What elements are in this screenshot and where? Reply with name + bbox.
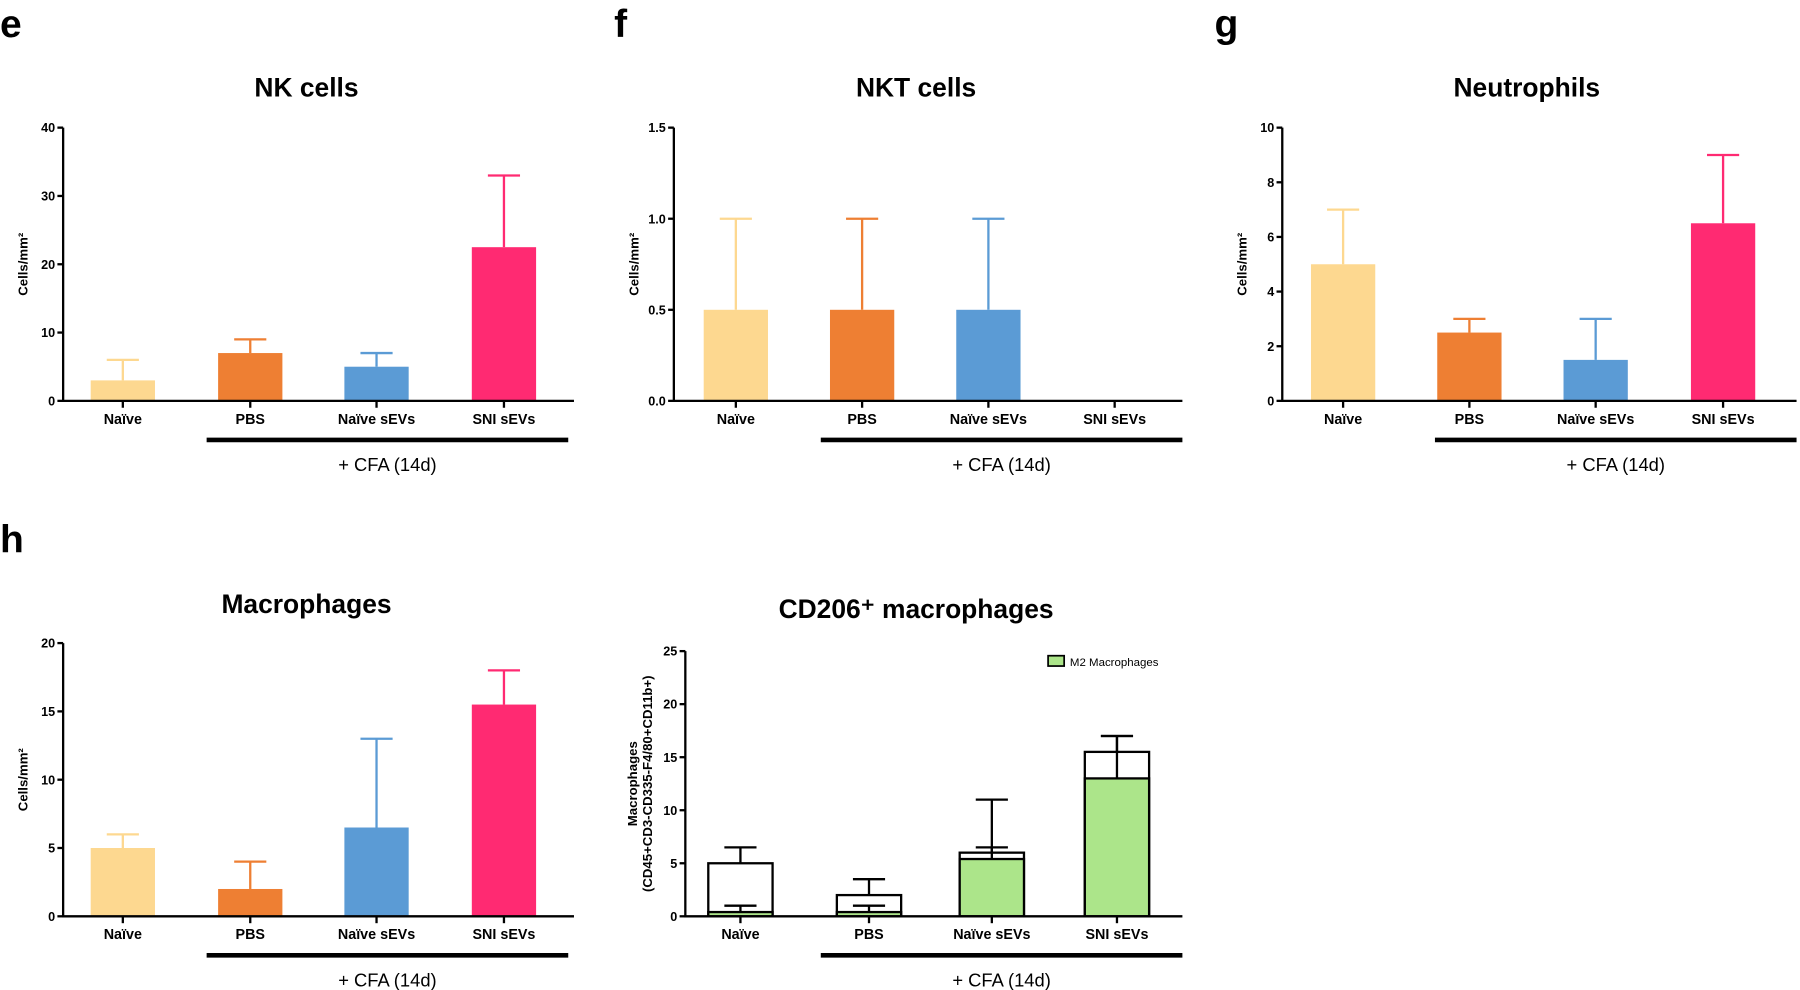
y-tick-label: 1.5 bbox=[648, 121, 666, 135]
y-tick-label: 25 bbox=[663, 645, 677, 659]
bar-na-ve-sevs bbox=[344, 366, 409, 401]
chart-title: NK cells bbox=[254, 73, 358, 103]
x-tick-label: SNI sEVs bbox=[1083, 412, 1146, 428]
y-tick-label: 2 bbox=[1267, 340, 1274, 354]
x-tick-label: PBS bbox=[847, 412, 876, 428]
panel-letter: f bbox=[614, 3, 628, 46]
cfa-label: + CFA (14d) bbox=[952, 969, 1050, 990]
x-tick-label: SNI sEVs bbox=[472, 927, 535, 943]
x-tick-label: Naïve bbox=[104, 927, 142, 943]
y-axis-label: Cells/mm² bbox=[1235, 232, 1250, 296]
y-tick-label: 0 bbox=[1267, 394, 1274, 408]
y-axis-label: Macrophages bbox=[625, 741, 640, 826]
chart-title: Macrophages bbox=[221, 589, 391, 619]
y-tick-label: 10 bbox=[41, 773, 55, 787]
y-tick-label: 0 bbox=[48, 394, 55, 408]
x-tick-label: Naïve bbox=[1324, 412, 1362, 428]
x-tick-label: PBS bbox=[1455, 412, 1484, 428]
x-tick-label: Naïve bbox=[104, 412, 142, 428]
x-tick-label: SNI sEVs bbox=[1692, 412, 1755, 428]
chart-title: NKT cells bbox=[856, 73, 976, 103]
y-tick-label: 20 bbox=[41, 258, 55, 272]
x-tick-label: SNI sEVs bbox=[472, 412, 535, 428]
chart-g: g Neutrophils 0 2 4 6 8 10 Cells/mm² Naïve PBS Naïv… bbox=[1215, 3, 1797, 475]
y-tick-label: 0.0 bbox=[648, 394, 666, 408]
y-tick-label: 4 bbox=[1267, 285, 1274, 299]
y-tick-label: 5 bbox=[48, 842, 55, 856]
bar-m2 bbox=[958, 857, 1026, 918]
bar-na-ve-sevs bbox=[1563, 359, 1628, 401]
y-tick-label: 10 bbox=[41, 326, 55, 340]
x-tick-label: Naïve sEVs bbox=[338, 412, 415, 428]
bar-na-ve bbox=[90, 380, 155, 401]
y-tick-label: 20 bbox=[663, 698, 677, 712]
y-axis-label-2: (CD45+CD3-CD335-F4/80+CD11b+) bbox=[640, 675, 655, 892]
chart-title: Neutrophils bbox=[1453, 73, 1600, 103]
legend-label: M2 Macrophages bbox=[1070, 657, 1159, 669]
x-tick-label: Naïve bbox=[717, 412, 755, 428]
y-tick-label: 20 bbox=[41, 637, 55, 651]
y-axis-label: Cells/mm² bbox=[626, 232, 641, 296]
y-tick-label: 40 bbox=[41, 121, 55, 135]
y-tick-label: 30 bbox=[41, 190, 55, 204]
x-tick-label: Naïve sEVs bbox=[950, 412, 1027, 428]
y-tick-label: 8 bbox=[1267, 176, 1274, 190]
bar-na-ve bbox=[90, 847, 155, 917]
y-tick-label: 1.0 bbox=[648, 212, 666, 226]
y-axis-label: Cells/mm² bbox=[16, 748, 31, 812]
cfa-label: + CFA (14d) bbox=[952, 454, 1050, 475]
chart-title: CD206⁺ macrophages bbox=[779, 594, 1054, 624]
bar-pbs bbox=[218, 888, 283, 917]
legend-swatch bbox=[1047, 654, 1066, 667]
y-tick-label: 0.5 bbox=[648, 303, 666, 317]
y-tick-label: 0 bbox=[670, 910, 677, 924]
x-tick-label: Naïve sEVs bbox=[953, 927, 1030, 943]
y-tick-label: 15 bbox=[663, 751, 677, 765]
bar-na-ve-sevs bbox=[344, 827, 409, 917]
bar-na-ve bbox=[703, 309, 768, 401]
x-tick-label: SNI sEVs bbox=[1086, 927, 1149, 943]
bar-pbs bbox=[218, 353, 283, 401]
chart-cd206: CD206⁺ macrophages 0 5 10 15 20 25 Macrophages(… bbox=[625, 594, 1183, 990]
y-tick-label: 0 bbox=[48, 910, 55, 924]
bar-sni-sevs bbox=[471, 247, 537, 401]
y-tick-label: 6 bbox=[1267, 231, 1274, 245]
cfa-label: + CFA (14d) bbox=[338, 454, 436, 475]
bar-pbs bbox=[1437, 332, 1502, 401]
cfa-label: + CFA (14d) bbox=[1567, 454, 1665, 475]
cfa-label: + CFA (14d) bbox=[338, 969, 436, 990]
x-tick-label: Naïve sEVs bbox=[1557, 412, 1634, 428]
bar-sni-sevs bbox=[471, 704, 537, 917]
panel-letter: h bbox=[0, 518, 24, 561]
y-tick-label: 15 bbox=[41, 705, 55, 719]
x-tick-label: PBS bbox=[236, 927, 265, 943]
chart-f: f NKT cells 0.0 0.5 1.0 1.5 Cells/mm² Naïve PBS N… bbox=[614, 3, 1183, 475]
y-tick-label: 10 bbox=[663, 804, 677, 818]
x-tick-label: Naïve sEVs bbox=[338, 927, 415, 943]
y-axis-label: Cells/mm² bbox=[16, 232, 31, 296]
bar-pbs bbox=[829, 309, 895, 401]
bar-na-ve bbox=[1310, 264, 1376, 401]
chart-h: h Macrophages 0 5 10 15 20 Cells/mm² Naïve PBS Naï… bbox=[0, 518, 574, 990]
x-tick-label: PBS bbox=[854, 927, 883, 943]
y-tick-label: 10 bbox=[1260, 121, 1274, 135]
panel-letter: g bbox=[1215, 3, 1239, 46]
bar-m2 bbox=[1083, 777, 1151, 918]
bar-sni-sevs bbox=[1690, 223, 1756, 401]
y-tick-label: 5 bbox=[670, 857, 677, 871]
panel-letter: e bbox=[0, 3, 22, 46]
x-tick-label: Naïve bbox=[721, 927, 759, 943]
chart-e: e NK cells 0 10 20 30 40 Cells/mm² Naïve PBS Naïve… bbox=[0, 3, 574, 475]
x-tick-label: PBS bbox=[236, 412, 265, 428]
bar-na-ve-sevs bbox=[956, 309, 1021, 401]
